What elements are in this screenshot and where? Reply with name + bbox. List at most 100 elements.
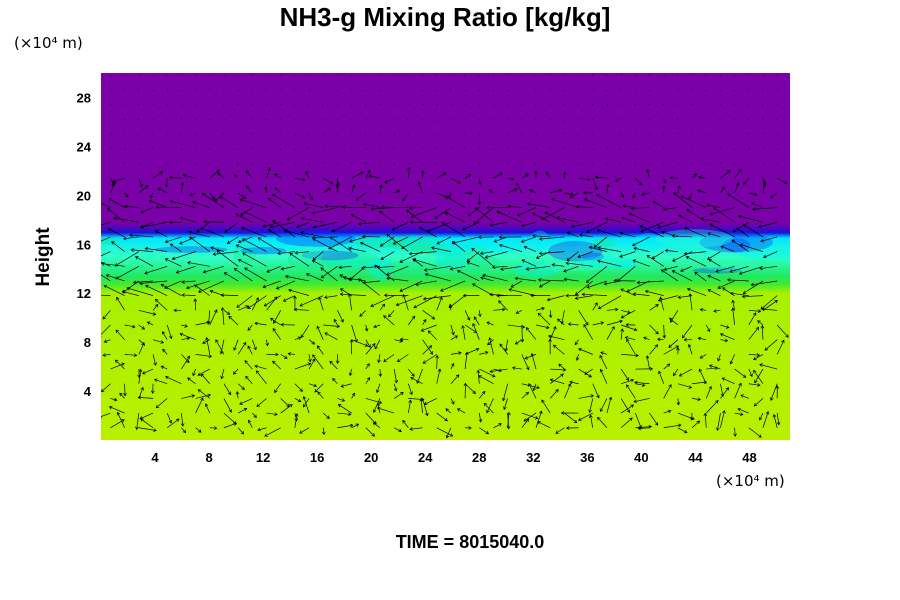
wind-arrow-head <box>499 172 503 176</box>
wind-arrow-head <box>192 372 196 377</box>
wind-arrow <box>197 368 210 376</box>
wind-arrow-head <box>336 324 341 329</box>
wind-arrow-head <box>408 399 412 404</box>
wind-arrow <box>262 221 281 227</box>
wind-arrow <box>424 265 451 271</box>
wind-arrow <box>717 413 721 431</box>
wind-arrow-head <box>717 357 721 362</box>
wind-arrow <box>166 412 172 424</box>
wind-arrow <box>521 383 540 389</box>
wind-arrow <box>289 253 310 267</box>
wind-arrow <box>480 251 494 254</box>
wind-arrow-head <box>235 244 240 248</box>
wind-arrow <box>381 206 409 208</box>
wind-arrow <box>237 89 240 92</box>
wind-arrow <box>268 229 281 238</box>
wind-arrow-head <box>468 426 472 430</box>
wind-arrow-head <box>697 397 701 402</box>
wind-arrow <box>464 352 468 370</box>
x-tick-12: 12 <box>256 450 270 465</box>
wind-arrow-head <box>359 171 364 175</box>
wind-arrow-head <box>289 252 293 257</box>
wind-arrow <box>427 221 452 232</box>
heatmap-field <box>101 73 790 440</box>
wind-arrow <box>492 265 508 268</box>
wind-arrow-head <box>363 202 367 207</box>
wind-arrow <box>563 265 579 272</box>
wind-arrow <box>677 162 679 164</box>
wind-arrow <box>179 236 196 245</box>
wind-arrow-head <box>443 172 447 176</box>
wind-arrow <box>596 194 622 208</box>
wind-arrow-head <box>349 423 354 428</box>
wind-arrow-head <box>715 269 719 273</box>
wind-arrow-head <box>583 190 587 195</box>
wind-arrow <box>489 337 494 355</box>
wind-arrow <box>637 280 664 284</box>
wind-arrow-head <box>556 216 560 220</box>
wind-arrow-head <box>197 389 202 393</box>
wind-arrow <box>606 320 623 326</box>
wind-arrow <box>467 261 480 267</box>
wind-arrow-head <box>108 405 113 410</box>
wind-arrow <box>181 355 190 370</box>
wind-arrow <box>365 412 377 425</box>
wind-arrow <box>464 324 477 333</box>
wind-arrow-head <box>725 325 730 329</box>
wind-arrow <box>521 418 529 428</box>
wind-arrow <box>586 266 608 283</box>
wind-arrow <box>720 186 725 194</box>
wind-arrow-head <box>493 239 498 243</box>
wind-arrow <box>217 172 225 179</box>
x-tick-44: 44 <box>688 450 703 465</box>
wind-arrow-head <box>383 293 388 298</box>
wind-arrow <box>412 258 423 267</box>
wind-arrow-head <box>233 268 238 272</box>
wind-arrow-head <box>165 375 169 380</box>
wind-arrow <box>124 324 136 328</box>
wind-arrow <box>479 391 486 399</box>
wind-arrow-head <box>242 195 247 199</box>
field-blob <box>512 261 561 278</box>
wind-arrow <box>320 267 338 282</box>
wind-arrow-head <box>125 194 129 198</box>
wind-arrow <box>471 248 494 267</box>
wind-arrow-head <box>699 355 704 359</box>
wind-arrow <box>600 398 608 412</box>
wind-arrow-head <box>179 241 183 245</box>
field-blob <box>548 240 603 262</box>
wind-arrow-head <box>228 315 232 320</box>
wind-arrow <box>606 308 618 311</box>
wind-arrow-head <box>753 356 757 361</box>
wind-arrow <box>754 368 764 383</box>
wind-arrow <box>423 295 451 300</box>
wind-arrow <box>300 232 324 238</box>
wind-arrow-head <box>641 383 646 387</box>
wind-arrow <box>266 412 278 415</box>
wind-arrow-head <box>620 315 625 319</box>
wind-arrow <box>316 326 324 340</box>
wind-arrow-head <box>215 339 219 343</box>
wind-arrow <box>351 184 355 194</box>
field-blob <box>538 261 612 271</box>
wind-arrow <box>748 327 759 340</box>
wind-arrow-head <box>583 323 587 328</box>
wind-arrow-head <box>574 291 579 296</box>
wind-arrow <box>539 251 565 254</box>
wind-arrow <box>730 354 735 365</box>
wind-arrow <box>486 321 494 326</box>
wind-arrow-head <box>530 293 534 298</box>
wind-arrow <box>521 324 523 342</box>
wind-arrow-head <box>316 325 320 330</box>
wind-arrow-head <box>663 267 668 271</box>
wind-arrow <box>705 400 719 414</box>
wind-arrow <box>123 236 139 240</box>
wind-arrow <box>521 173 529 179</box>
wind-arrow-head <box>667 409 672 414</box>
wind-arrow <box>270 221 295 228</box>
wind-arrow-head <box>204 403 209 407</box>
wind-arrow <box>537 313 551 326</box>
wind-arrow <box>734 427 736 437</box>
wind-arrow <box>526 265 551 270</box>
wind-arrow <box>161 366 168 370</box>
